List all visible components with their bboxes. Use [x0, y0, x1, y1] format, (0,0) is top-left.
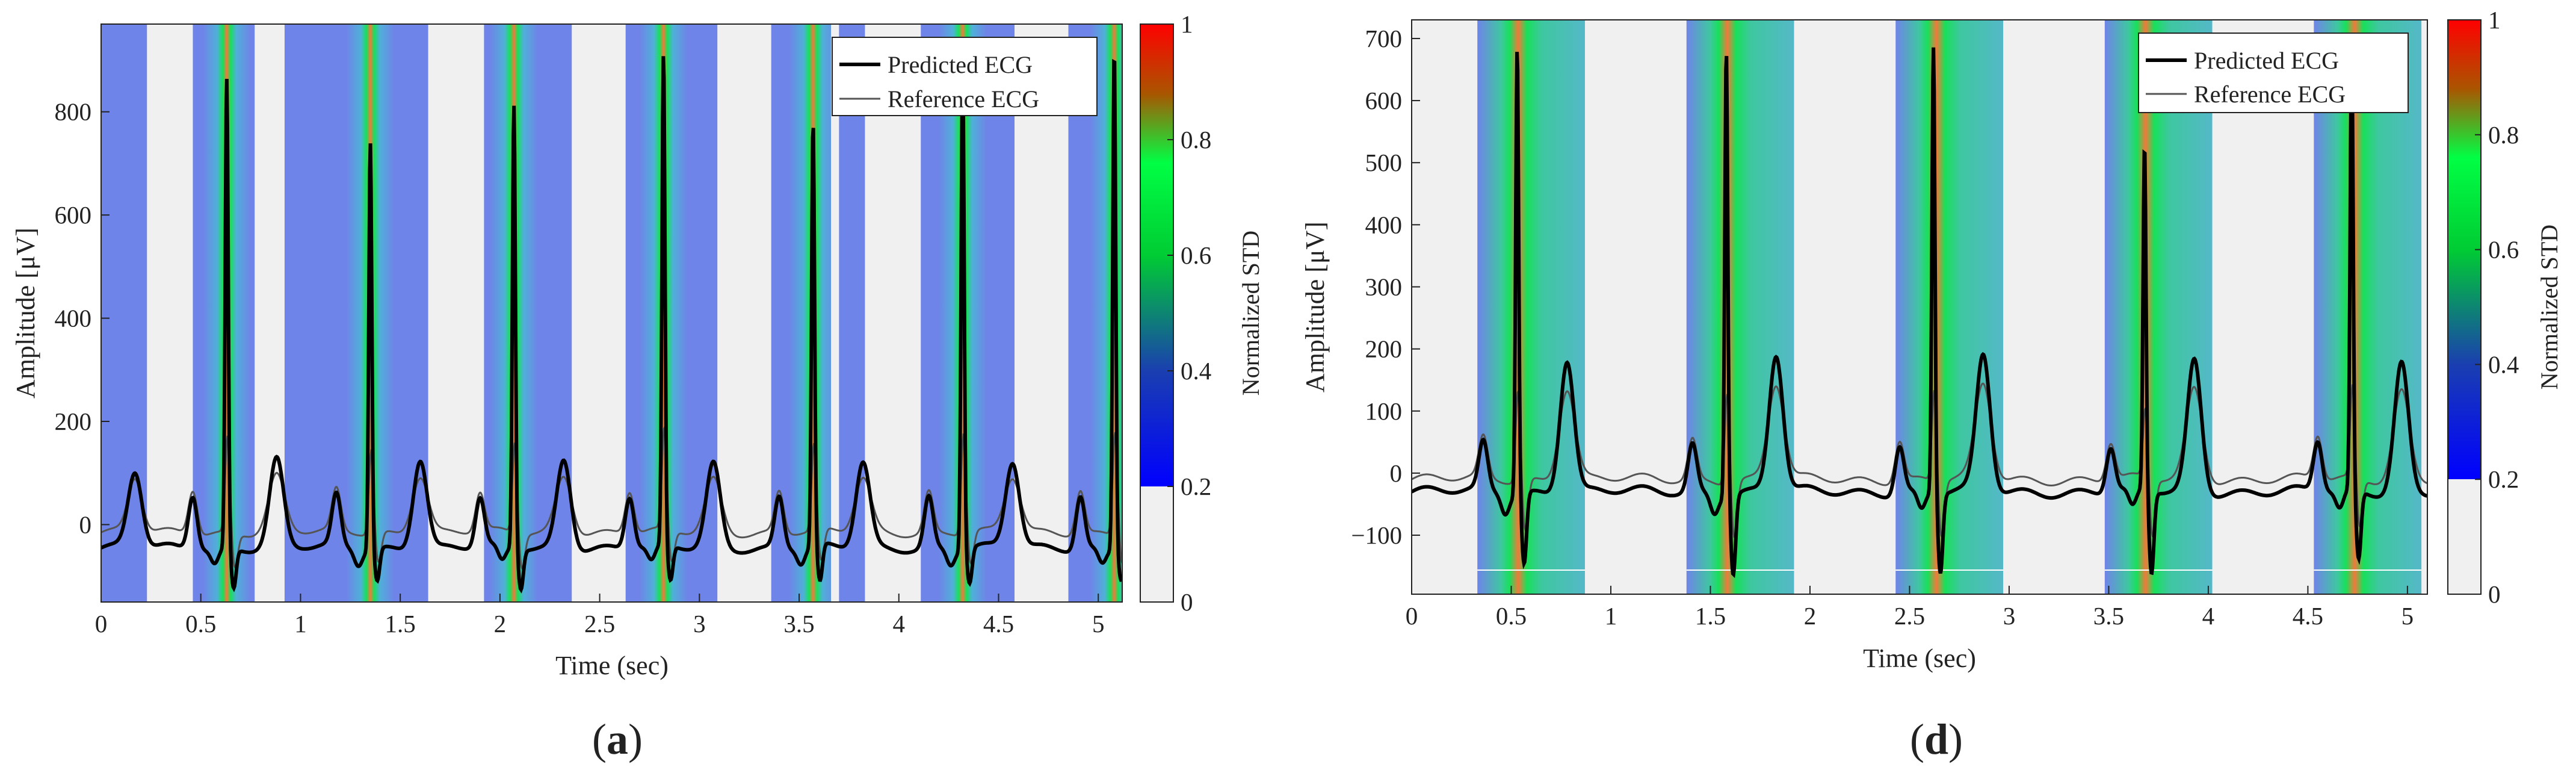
x-axis-label-d: Time (sec): [1863, 644, 1976, 673]
std-band: [1477, 20, 1585, 594]
x-tick-label: 0.5: [185, 610, 216, 638]
colorbar-tick-label: 1: [2488, 6, 2501, 34]
plot-area-d: [1412, 20, 2427, 594]
colorbar-a: 0 0.2 0.4 0.6 0.8 1 Normalized STD: [1140, 10, 1264, 616]
x-axis-label-a: Time (sec): [555, 651, 669, 680]
x-ticks-a: 0 0.5 1 1.5 2 2.5 3 3.5 4 4.5 5: [95, 594, 1105, 638]
y-tick-label: −100: [1351, 521, 1402, 549]
axes-frame-a: [100, 23, 1123, 603]
panel-a: 0 0.5 1 1.5 2 2.5 3 3.5 4 4.5 5 0 200 400 600 800 Time…: [11, 10, 1264, 763]
legend-reference-label-d: Reference ECG: [2194, 81, 2346, 108]
y-tick-label: 600: [1365, 87, 1403, 114]
std-gap: [717, 24, 771, 602]
colorbar-tick-label: 0.6: [1181, 241, 1211, 269]
x-tick-label: 0.5: [1496, 602, 1527, 630]
y-tick-label: 600: [55, 201, 92, 229]
colorbar-tick-label: 0.4: [1181, 357, 1211, 385]
y-tick-label: 300: [1365, 273, 1403, 300]
std-band: [1895, 20, 2004, 594]
colorbar-d: 0 0.2 0.4 0.6 0.8 1 Normalized STD: [2447, 6, 2563, 608]
colorbar-label-a: Normalized STD: [1237, 231, 1264, 396]
colorbar-tick-label: 1: [1181, 10, 1193, 38]
std-band: [1686, 20, 1794, 594]
std-gap: [428, 24, 484, 602]
legend-reference-label-a: Reference ECG: [888, 85, 1039, 113]
x-tick-label: 5: [2401, 602, 2414, 630]
x-tick-label: 3.5: [783, 610, 814, 638]
x-tick-label: 0: [1406, 602, 1418, 630]
y-tick-label: 200: [1365, 335, 1403, 363]
panel-label-a: (a): [592, 715, 643, 763]
legend-a: Predicted ECG Reference ECG: [832, 37, 1098, 116]
colorbar-ticks-a: 0 0.2 0.4 0.6 0.8 1: [1167, 10, 1211, 616]
colorbar-ticks-d: 0 0.2 0.4 0.6 0.8 1: [2475, 6, 2519, 608]
colorbar-tick-label: 0.2: [2488, 465, 2519, 493]
legend-predicted-label-a: Predicted ECG: [888, 51, 1033, 78]
x-tick-label: 4: [893, 610, 906, 638]
x-tick-label: 3: [2003, 602, 2016, 630]
x-tick-label: 2: [1804, 602, 1817, 630]
colorbar-tick-label: 0.6: [2488, 236, 2519, 264]
y-tick-label: 500: [1365, 149, 1403, 176]
x-tick-label: 5: [1092, 610, 1105, 638]
x-tick-label: 2.5: [1894, 602, 1925, 630]
x-tick-label: 2.5: [584, 610, 615, 638]
x-tick-label: 4.5: [983, 610, 1014, 638]
x-ticks-d: 0 0.5 1 1.5 2 2.5 3 3.5 4 4.5 5: [1406, 586, 2414, 630]
legend-d: Predicted ECG Reference ECG: [2138, 33, 2409, 113]
panel-letter-d: d: [1924, 715, 1948, 763]
y-tick-label: 0: [79, 511, 92, 538]
y-tick-label: 200: [55, 408, 92, 435]
legend-predicted-label-d: Predicted ECG: [2194, 47, 2339, 74]
y-ticks-a: 0 200 400 600 800: [55, 98, 110, 538]
y-tick-label: 400: [55, 305, 92, 332]
panel-d: 0 0.5 1 1.5 2 2.5 3 3.5 4 4.5 5 −100 0 100 200 300 400 5…: [1300, 6, 2563, 763]
std-gap: [831, 24, 839, 602]
x-tick-label: 1: [1605, 602, 1617, 630]
std-gap: [865, 24, 921, 602]
colorbar-tick-label: 0.4: [2488, 350, 2519, 378]
x-tick-label: 3.5: [2093, 602, 2124, 630]
x-tick-label: 2: [494, 610, 507, 638]
y-tick-label: 100: [1365, 397, 1403, 425]
std-gap: [572, 24, 626, 602]
panel-letter-a: a: [607, 715, 628, 763]
std-gap: [147, 24, 193, 602]
colorbar-label-d: Normalized STD: [2536, 225, 2563, 389]
y-tick-label: 700: [1365, 25, 1403, 52]
std-heatmap-d: [1412, 20, 2427, 594]
x-tick-label: 4.5: [2293, 602, 2323, 630]
x-tick-label: 0: [95, 610, 108, 638]
y-tick-label: 0: [1390, 459, 1403, 487]
panel-label-d: (d): [1910, 715, 1963, 763]
reference-ecg-line-d: [1412, 382, 2427, 539]
colorbar-tick-label: 0.8: [1181, 126, 1211, 154]
x-tick-label: 1.5: [1695, 602, 1726, 630]
x-tick-label: 1: [294, 610, 307, 638]
y-tick-label: 400: [1365, 211, 1403, 238]
std-heatmap-a: [101, 24, 1122, 602]
colorbar-tick-label: 0.8: [2488, 121, 2519, 149]
y-axis-label-d: Amplitude [μV]: [1300, 222, 1330, 393]
colorbar-tick-label: 0: [1181, 588, 1193, 616]
predicted-ecg-line-d: [1412, 44, 2427, 579]
plot-area-a: [101, 24, 1122, 602]
x-tick-label: 3: [693, 610, 706, 638]
y-tick-label: 800: [55, 98, 92, 126]
y-axis-label-a: Amplitude [μV]: [11, 228, 40, 399]
colorbar-tick-label: 0: [2488, 580, 2501, 608]
x-tick-label: 1.5: [385, 610, 416, 638]
predicted-ecg-line-a: [101, 56, 1122, 594]
colorbar-tick-label: 0.2: [1181, 473, 1211, 500]
std-gap: [1015, 24, 1069, 602]
axes-frame-d: [1411, 19, 2428, 595]
y-ticks-d: −100 0 100 200 300 400 500 600 700: [1351, 25, 1420, 549]
std-gap: [255, 24, 285, 602]
std-band: [2314, 20, 2422, 594]
x-tick-label: 4: [2202, 602, 2215, 630]
